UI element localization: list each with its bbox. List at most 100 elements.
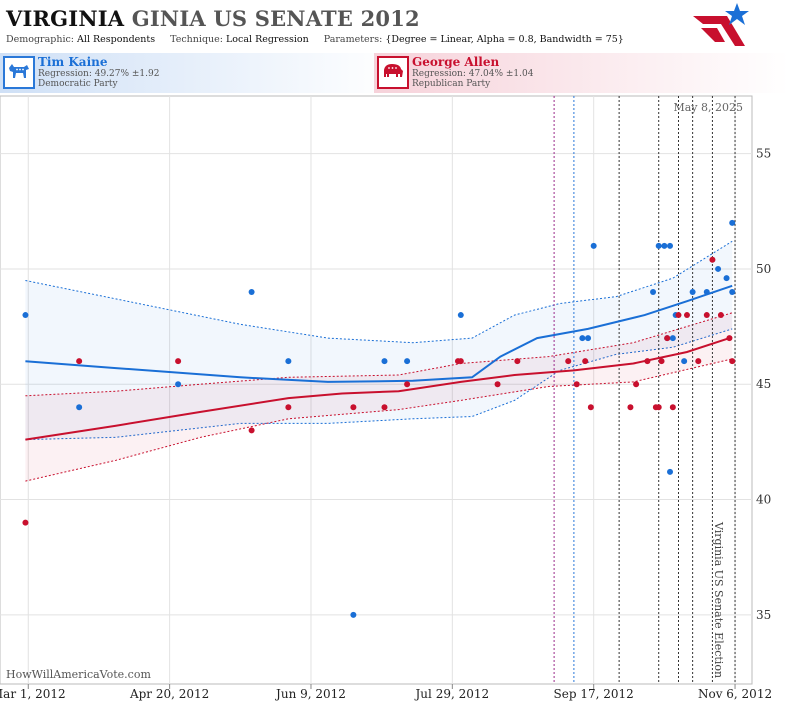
trend-line	[25, 336, 733, 441]
x-tick-label: Mar 1, 2012	[0, 687, 66, 701]
poll-point	[457, 358, 464, 365]
poll-point	[681, 358, 688, 365]
band-lower-line	[25, 328, 733, 441]
poll-point	[22, 312, 29, 319]
poll-point	[669, 335, 676, 342]
poll-point	[582, 358, 589, 365]
poll-point	[709, 256, 716, 263]
poll-point	[683, 312, 690, 319]
poll-point	[76, 404, 83, 411]
poll-point	[715, 265, 722, 272]
y-tick-label: 50	[756, 262, 771, 276]
poll-point	[717, 312, 724, 319]
poll-point	[695, 358, 702, 365]
poll-point	[248, 427, 255, 434]
x-tick-label: Jun 9, 2012	[274, 687, 346, 701]
poll-point	[22, 519, 29, 526]
poll-point	[381, 358, 388, 365]
page-title: VIRGINIA GINIA US SENATE 2012	[6, 6, 420, 31]
x-tick-label: Jul 29, 2012	[414, 687, 490, 701]
band-upper-line	[25, 240, 733, 344]
poll-point	[729, 358, 736, 365]
poll-point	[726, 335, 733, 342]
poll-point	[175, 381, 182, 388]
x-axis: Mar 1, 2012 Apr 20, 2012 Jun 9, 2012 Jul 29…	[0, 684, 772, 701]
confidence-band	[25, 312, 733, 482]
poll-point	[729, 289, 736, 295]
poll-point	[689, 289, 696, 295]
poll-point	[585, 335, 592, 342]
poll-point	[579, 335, 586, 342]
poll-point	[381, 404, 388, 411]
poll-point	[655, 242, 662, 249]
y-tick-label: 55	[756, 147, 771, 161]
donkey-icon	[3, 56, 35, 89]
election-label: Virginia US Senate Election	[712, 521, 725, 678]
poll-points	[22, 219, 736, 618]
poll-point	[669, 404, 676, 411]
poll-point	[729, 219, 736, 226]
chart-header: VIRGINIA GINIA US SENATE 2012 Demographi…	[0, 0, 789, 52]
date-stamp: May 8, 2025	[673, 101, 743, 114]
poll-point	[285, 358, 292, 365]
poll-point	[703, 289, 710, 295]
band-upper-line	[25, 312, 733, 397]
param-value: All Respondents	[77, 34, 156, 45]
poll-point	[650, 289, 657, 295]
param-key: Demographic:	[6, 34, 75, 45]
trend-lines	[25, 284, 733, 441]
poll-point	[494, 381, 501, 388]
poll-point	[285, 404, 292, 411]
poll-point	[627, 404, 634, 411]
poll-point	[76, 358, 83, 365]
confidence-band	[25, 241, 733, 440]
poll-point	[703, 312, 710, 319]
candidate-name: George Allen	[412, 55, 500, 69]
y-tick-label: 40	[756, 493, 771, 507]
legend-tim-kaine: Tim Kaine Regression: 49.27% ±1.92 Democ…	[0, 53, 394, 93]
party-name: Democratic Party	[38, 79, 118, 89]
x-tick-label: Sep 17, 2012	[554, 687, 634, 701]
band-lower-line	[25, 358, 733, 482]
title-rest: GINIA US SENATE 2012	[131, 6, 420, 31]
poll-point	[655, 404, 662, 411]
x-tick-label: Apr 20, 2012	[129, 687, 209, 701]
poll-point	[175, 358, 182, 365]
poll-point	[350, 611, 357, 618]
y-tick-label: 35	[756, 608, 771, 622]
poll-point	[633, 381, 640, 388]
party-name: Republican Party	[412, 79, 491, 89]
poll-point	[667, 242, 674, 249]
poll-point	[457, 312, 464, 319]
poll-point	[573, 381, 580, 388]
poll-point	[664, 335, 671, 342]
title-bold: VIRGINIA	[6, 6, 125, 31]
poll-point	[590, 242, 597, 249]
y-tick-label: 45	[756, 377, 771, 391]
x-tick-label: Nov 6, 2012	[698, 687, 772, 701]
elephant-icon	[377, 56, 409, 89]
poll-point	[658, 358, 665, 365]
event-markers	[553, 96, 736, 684]
site-logo	[693, 3, 749, 46]
watermark: HowWillAmericaVote.com	[6, 668, 151, 681]
poll-point	[667, 468, 674, 475]
poll-point	[404, 358, 411, 365]
param-key: Technique:	[170, 34, 223, 45]
plot-area	[0, 95, 753, 685]
poll-point	[723, 275, 730, 282]
confidence-bands	[25, 240, 733, 482]
poll-point	[644, 358, 651, 365]
candidate-name: Tim Kaine	[38, 55, 108, 69]
poll-point	[514, 358, 521, 365]
parameters-line: Demographic: All Respondents Technique: …	[6, 34, 636, 45]
poll-point	[350, 404, 357, 411]
param-value: {Degree = Linear, Alpha = 0.8, Bandwidth…	[385, 34, 624, 45]
y-axis: 35 40 45 50 55	[756, 147, 771, 622]
poll-point	[565, 358, 572, 365]
param-key: Parameters:	[323, 34, 383, 45]
trend-line	[25, 284, 733, 383]
poll-point	[675, 312, 682, 319]
poll-point	[248, 289, 255, 295]
